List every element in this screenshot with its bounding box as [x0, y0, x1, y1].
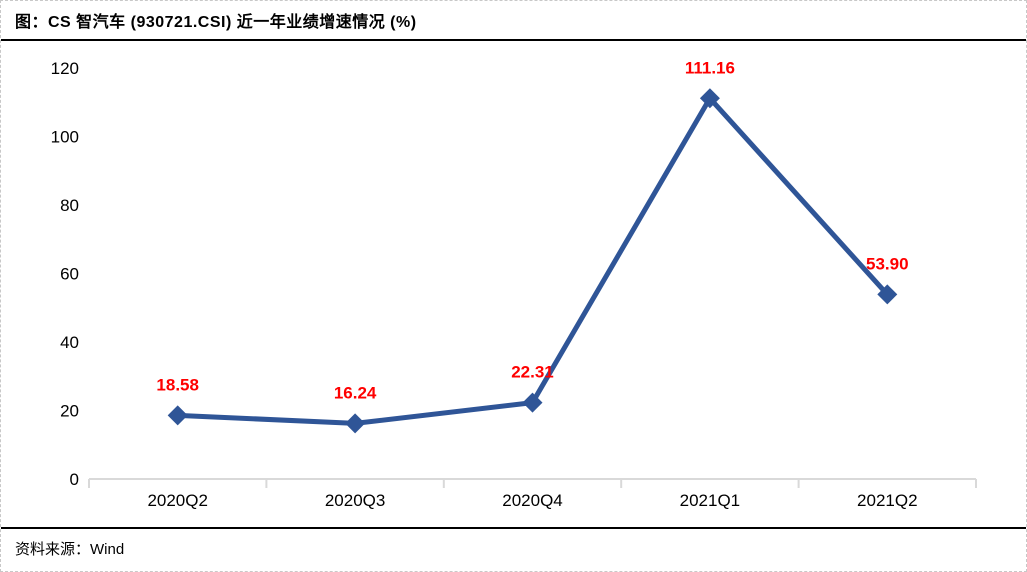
data-point-label: 18.58 — [156, 375, 199, 394]
x-category-label: 2021Q1 — [680, 491, 741, 510]
figure-footer: 资料来源：Wind — [1, 527, 1026, 567]
data-point-marker — [877, 284, 898, 305]
y-tick-label: 60 — [60, 265, 79, 284]
figure-header: 图：CS 智汽车 (930721.CSI) 近一年业绩增速情况 (%) — [1, 1, 1026, 41]
x-category-label: 2020Q2 — [147, 491, 208, 510]
data-point-label: 16.24 — [334, 383, 377, 402]
data-point-label: 111.16 — [685, 58, 735, 77]
chart-title: 图：CS 智汽车 (930721.CSI) 近一年业绩增速情况 (%) — [15, 14, 417, 31]
y-tick-label: 120 — [51, 59, 79, 78]
data-point-marker — [522, 392, 543, 413]
x-category-label: 2020Q3 — [325, 491, 386, 510]
y-tick-label: 20 — [60, 402, 79, 421]
data-point-label: 53.90 — [866, 254, 909, 273]
y-tick-label: 100 — [51, 128, 79, 147]
data-point-label: 22.31 — [511, 363, 554, 382]
data-point-marker — [167, 405, 188, 426]
line-chart: 0 20 40 60 80 100 120 2020Q2 2020Q3 2020Q4 2021Q1 2… — [51, 58, 977, 510]
y-tick-label: 80 — [60, 196, 79, 215]
data-point-marker — [699, 88, 720, 109]
source-label: 资料来源：Wind — [15, 540, 125, 558]
x-category-label: 2020Q4 — [502, 491, 563, 510]
y-tick-label: 40 — [60, 333, 79, 352]
data-point-marker — [345, 413, 366, 434]
chart-area: 0 20 40 60 80 100 120 2020Q2 2020Q3 2020Q4 2021Q1 2… — [1, 41, 1026, 527]
y-tick-label: 0 — [70, 470, 79, 489]
x-category-label: 2021Q2 — [857, 491, 918, 510]
